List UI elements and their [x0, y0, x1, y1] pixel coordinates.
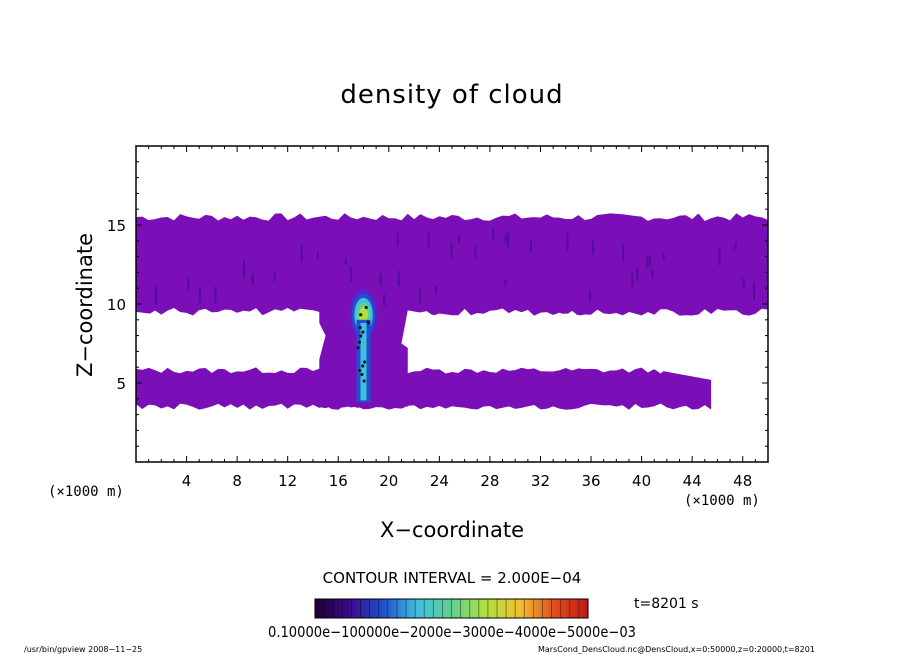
y-axis-label: Z−coordinate [73, 233, 97, 377]
y-tick-label: 15 [107, 217, 126, 235]
density-streak [154, 285, 157, 305]
y-axis: 5 10 15 [107, 161, 768, 447]
core-peak-mark [356, 346, 360, 350]
core-peak-mark [364, 305, 368, 310]
core-peak-mark [358, 368, 362, 373]
x-tick-label: 32 [531, 472, 550, 490]
density-streak [419, 287, 422, 305]
density-streak [588, 290, 591, 302]
density-streak [379, 273, 382, 286]
core-contour [359, 306, 368, 324]
core-peak-mark [362, 379, 366, 383]
x-tick-label: 28 [480, 472, 499, 490]
x-unit-right: (×1000 m) [684, 493, 760, 509]
density-streak [492, 228, 495, 240]
density-streak [662, 253, 665, 261]
density-streak [592, 239, 595, 255]
density-streak [450, 243, 453, 260]
colorbar-labels: 0.10000e−100000e−2000e−3000e−4000e−5000e… [268, 623, 636, 641]
density-streak [396, 232, 399, 247]
footer-left: /usr/bin/gpview 2008−11−25 [24, 645, 142, 654]
density-streak [458, 235, 461, 243]
colorbar-frame [314, 598, 589, 619]
density-streak [651, 268, 654, 279]
density-streak [427, 232, 430, 248]
density-streak [397, 271, 400, 287]
y-tick-label: 10 [107, 296, 126, 314]
plot-area [136, 213, 768, 415]
clear-air-gap [401, 310, 768, 415]
x-tick-label: 48 [733, 472, 752, 490]
core-peak-mark [366, 321, 371, 325]
time-label: t=8201 s [634, 596, 699, 612]
core-peak-mark [361, 364, 365, 368]
core-peak-mark [359, 313, 363, 317]
density-streak [273, 273, 276, 282]
x-tick-label: 4 [182, 472, 192, 490]
density-streak [507, 231, 510, 249]
x-tick-label: 8 [232, 472, 242, 490]
density-streak [242, 260, 245, 279]
x-tick-label: 24 [430, 472, 449, 490]
density-streak [734, 241, 737, 250]
x-unit-left: (×1000 m) [48, 484, 124, 500]
density-streak [383, 294, 386, 306]
density-streak [349, 266, 352, 282]
chart-title: density of cloud [340, 80, 563, 110]
x-tick-label: 36 [581, 472, 600, 490]
density-streak [474, 246, 477, 259]
density-streak [504, 234, 507, 245]
density-streak [718, 247, 721, 266]
x-tick-label: 12 [278, 472, 297, 490]
density-streak [636, 267, 639, 282]
core-peak-mark [363, 360, 367, 364]
x-axis: 4 8 12 16 20 24 28 32 36 40 44 48 [148, 146, 756, 490]
x-tick-label: 40 [632, 472, 651, 490]
core-peak-mark [358, 325, 362, 330]
upper-cloud-layer [136, 213, 768, 316]
density-streak [648, 256, 651, 266]
density-streak [251, 273, 254, 285]
density-streak [434, 285, 437, 294]
density-streak [214, 286, 217, 304]
density-streak [187, 277, 190, 290]
density-streak [198, 286, 201, 303]
density-streak [646, 256, 649, 269]
colorbar [314, 598, 589, 619]
density-streak [300, 244, 303, 262]
density-streak [504, 279, 507, 287]
clear-air-gap [136, 310, 326, 368]
density-streak [530, 240, 533, 253]
density-streak [316, 252, 319, 260]
density-streak [742, 278, 745, 290]
x-axis-label: X−coordinate [380, 518, 524, 542]
density-streak [344, 257, 347, 265]
density-streak [631, 272, 634, 288]
y-tick-label: 5 [116, 375, 126, 393]
core-peak-mark [359, 334, 363, 338]
x-tick-label: 44 [683, 472, 702, 490]
contour-interval: CONTOUR INTERVAL = 2.000E−04 [323, 569, 582, 587]
x-tick-label: 16 [329, 472, 348, 490]
lower-cloud-layer [136, 367, 712, 410]
footer-right: MarsCond_DensCloud.nc@DensCloud,x=0:5000… [538, 645, 815, 654]
density-streak [566, 232, 569, 251]
core-peak-mark [360, 372, 364, 377]
core-peak-mark [357, 340, 362, 344]
density-streak [753, 282, 756, 300]
x-tick-label: 20 [379, 472, 398, 490]
density-streak [622, 243, 625, 262]
core-peak-mark [361, 330, 365, 334]
